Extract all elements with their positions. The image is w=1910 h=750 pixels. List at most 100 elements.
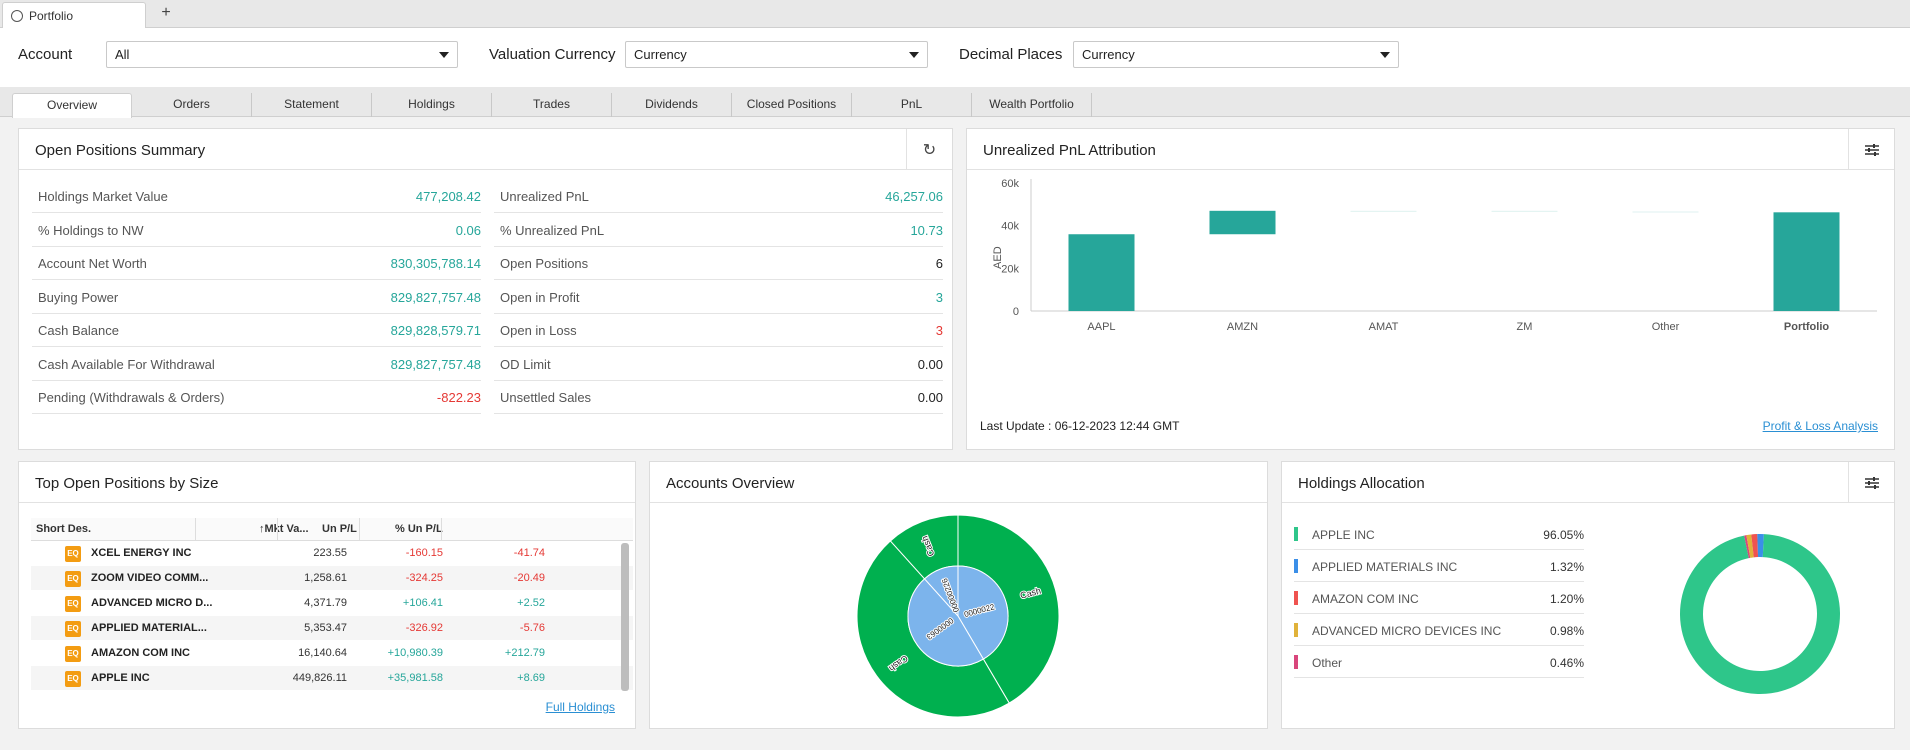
summary-row: Account Net Worth 830,305,788.14 — [32, 246, 481, 280]
legend-swatch — [1294, 591, 1298, 605]
y-tick-label: 20k — [1001, 263, 1019, 275]
bar-aapl[interactable] — [1068, 234, 1135, 311]
summary-label: Pending (Withdrawals & Orders) — [38, 390, 225, 405]
holdings-allocation-panel: Holdings Allocation APPLE INC 96.05% APPLI… — [1281, 461, 1895, 729]
grid-header: Short Des. ↑Mkt Va... Un P/L % Un P/L — [31, 518, 633, 541]
grid-scrollbar[interactable] — [621, 543, 629, 691]
page-tabs: Overview Orders Statement Holdings Trade… — [0, 87, 1910, 118]
tab-closed-positions[interactable]: Closed Positions — [732, 93, 852, 117]
col-short-des[interactable]: Short Des. — [36, 523, 92, 535]
table-row[interactable]: EQ XCEL ENERGY INC 223.55 -160.15 -41.74 — [31, 541, 633, 566]
bar-zm[interactable] — [1491, 210, 1558, 212]
settings-sliders-icon[interactable] — [1848, 462, 1894, 503]
tab-overview[interactable]: Overview — [12, 93, 132, 118]
summary-label: Open in Loss — [500, 323, 577, 338]
summary-label: Open Positions — [500, 256, 589, 271]
bar-other[interactable] — [1632, 211, 1699, 213]
donut-slice[interactable] — [1751, 534, 1759, 558]
col-mkt-value[interactable]: ↑Mkt Va... — [259, 523, 309, 535]
allocation-legend-item[interactable]: Other 0.46% — [1294, 646, 1584, 678]
bar-amzn[interactable] — [1209, 210, 1276, 235]
legend-name: AMAZON COM INC — [1312, 592, 1419, 606]
summary-label: % Unrealized PnL — [500, 222, 605, 238]
decimal-places-value: Currency — [1082, 47, 1135, 62]
equity-badge: EQ — [65, 621, 81, 637]
table-row[interactable]: EQ APPLIED MATERIAL... 5,353.47 -326.92 -5.7… — [31, 616, 633, 641]
allocation-legend-item[interactable]: ADVANCED MICRO DEVICES INC 0.98% — [1294, 614, 1584, 646]
settings-sliders-icon[interactable] — [1848, 129, 1894, 170]
y-axis-label: AED — [992, 246, 1004, 269]
tab-orders[interactable]: Orders — [132, 93, 252, 117]
full-holdings-link[interactable]: Full Holdings — [545, 700, 615, 714]
valuation-currency-label: Valuation Currency — [489, 46, 616, 63]
x-tick-label: ZM — [1517, 321, 1533, 333]
bar-amat[interactable] — [1350, 210, 1417, 212]
inner-segment-account[interactable] — [957, 565, 1009, 660]
donut-slice[interactable] — [1746, 534, 1754, 558]
tab-portfolio[interactable]: Portfolio — [2, 2, 146, 28]
summary-row: OD Limit 0.00 — [494, 347, 943, 381]
tab-holdings[interactable]: Holdings — [372, 93, 492, 117]
summary-label: Account Net Worth — [38, 256, 147, 271]
summary-value: -822.23 — [436, 390, 481, 405]
profit-loss-analysis-link[interactable]: Profit & Loss Analysis — [1762, 419, 1878, 433]
unrealized-pnl-panel: Unrealized PnL Attribution 0 20k 40k 60k AED… — [966, 128, 1895, 450]
tab-trades[interactable]: Trades — [492, 93, 612, 117]
refresh-icon[interactable]: ↻ — [906, 129, 952, 170]
tab-wealth-portfolio[interactable]: Wealth Portfolio — [972, 93, 1092, 117]
donut-slice[interactable] — [1757, 534, 1764, 558]
col-un-pl[interactable]: Un P/L — [322, 523, 357, 535]
valuation-currency-select[interactable]: Currency — [625, 41, 928, 68]
bar-portfolio[interactable] — [1773, 212, 1840, 311]
x-tick-label: AAPL — [1087, 321, 1115, 333]
account-select[interactable]: All — [106, 41, 458, 68]
un-pl-cell: +35,981.58 — [387, 672, 443, 684]
donut-slice[interactable] — [1680, 534, 1840, 694]
add-tab-button[interactable]: + — [161, 4, 171, 21]
decimal-places-select[interactable]: Currency — [1073, 41, 1399, 68]
summary-value: 477,208.42 — [415, 189, 481, 204]
last-update-text: Last Update : 06-12-2023 12:44 GMT — [980, 419, 1180, 433]
inner-segment-account[interactable] — [907, 578, 985, 667]
panel-title: Unrealized PnL Attribution — [983, 142, 1156, 159]
table-row[interactable]: EQ ADVANCED MICRO D... 4,371.79 +106.41 +2.5… — [31, 591, 633, 616]
tab-dividends[interactable]: Dividends — [612, 93, 732, 117]
table-row[interactable]: EQ ZOOM VIDEO COMM... 1,258.61 -324.25 -20.4… — [31, 566, 633, 591]
summary-value: 829,828,579.71 — [390, 323, 481, 338]
summary-row: Holdings Market Value 477,208.42 — [32, 179, 481, 213]
chevron-down-icon — [439, 52, 449, 58]
valuation-currency-value: Currency — [634, 47, 687, 62]
allocation-legend-item[interactable]: APPLIED MATERIALS INC 1.32% — [1294, 550, 1584, 582]
tab-statement[interactable]: Statement — [252, 93, 372, 117]
position-name: APPLE INC — [91, 672, 150, 684]
donut-slice[interactable] — [1744, 535, 1751, 559]
summary-label: Unrealized PnL — [500, 189, 589, 204]
table-row[interactable]: EQ APPLE INC 449,826.11 +35,981.58 +8.69 — [31, 666, 633, 691]
summary-label: Buying Power — [38, 289, 119, 305]
legend-pct: 1.32% — [1549, 560, 1584, 574]
x-tick-label: AMAT — [1369, 321, 1399, 333]
allocation-legend-item[interactable]: APPLE INC 96.05% — [1294, 518, 1584, 550]
table-row[interactable]: EQ AMAZON COM INC 16,140.64 +10,980.39 +212.… — [31, 641, 633, 666]
summary-value: 3 — [935, 289, 943, 305]
pct-un-pl-cell: -41.74 — [513, 547, 545, 559]
positions-grid: Short Des. ↑Mkt Va... Un P/L % Un P/L EQ… — [31, 518, 633, 691]
position-name: AMAZON COM INC — [91, 647, 190, 659]
allocation-legend-item[interactable]: AMAZON COM INC 1.20% — [1294, 582, 1584, 614]
chevron-down-icon — [909, 52, 919, 58]
legend-swatch — [1294, 623, 1298, 637]
pct-un-pl-cell: -5.76 — [519, 622, 545, 634]
equity-badge: EQ — [65, 671, 81, 687]
summary-value: 829,827,757.48 — [390, 356, 481, 372]
x-tick-label: Portfolio — [1784, 321, 1829, 333]
summary-label: Cash Available For Withdrawal — [38, 356, 215, 372]
col-pct-un-pl[interactable]: % Un P/L — [395, 523, 443, 535]
y-tick-label: 40k — [1001, 221, 1019, 233]
inner-segment-account[interactable] — [923, 565, 959, 618]
equity-badge: EQ — [65, 571, 81, 587]
summary-value: 0.00 — [917, 390, 943, 405]
equity-badge: EQ — [65, 546, 81, 562]
summary-value: 0.00 — [917, 356, 943, 372]
tab-pnl[interactable]: PnL — [852, 93, 972, 117]
summary-value: 830,305,788.14 — [390, 256, 481, 271]
